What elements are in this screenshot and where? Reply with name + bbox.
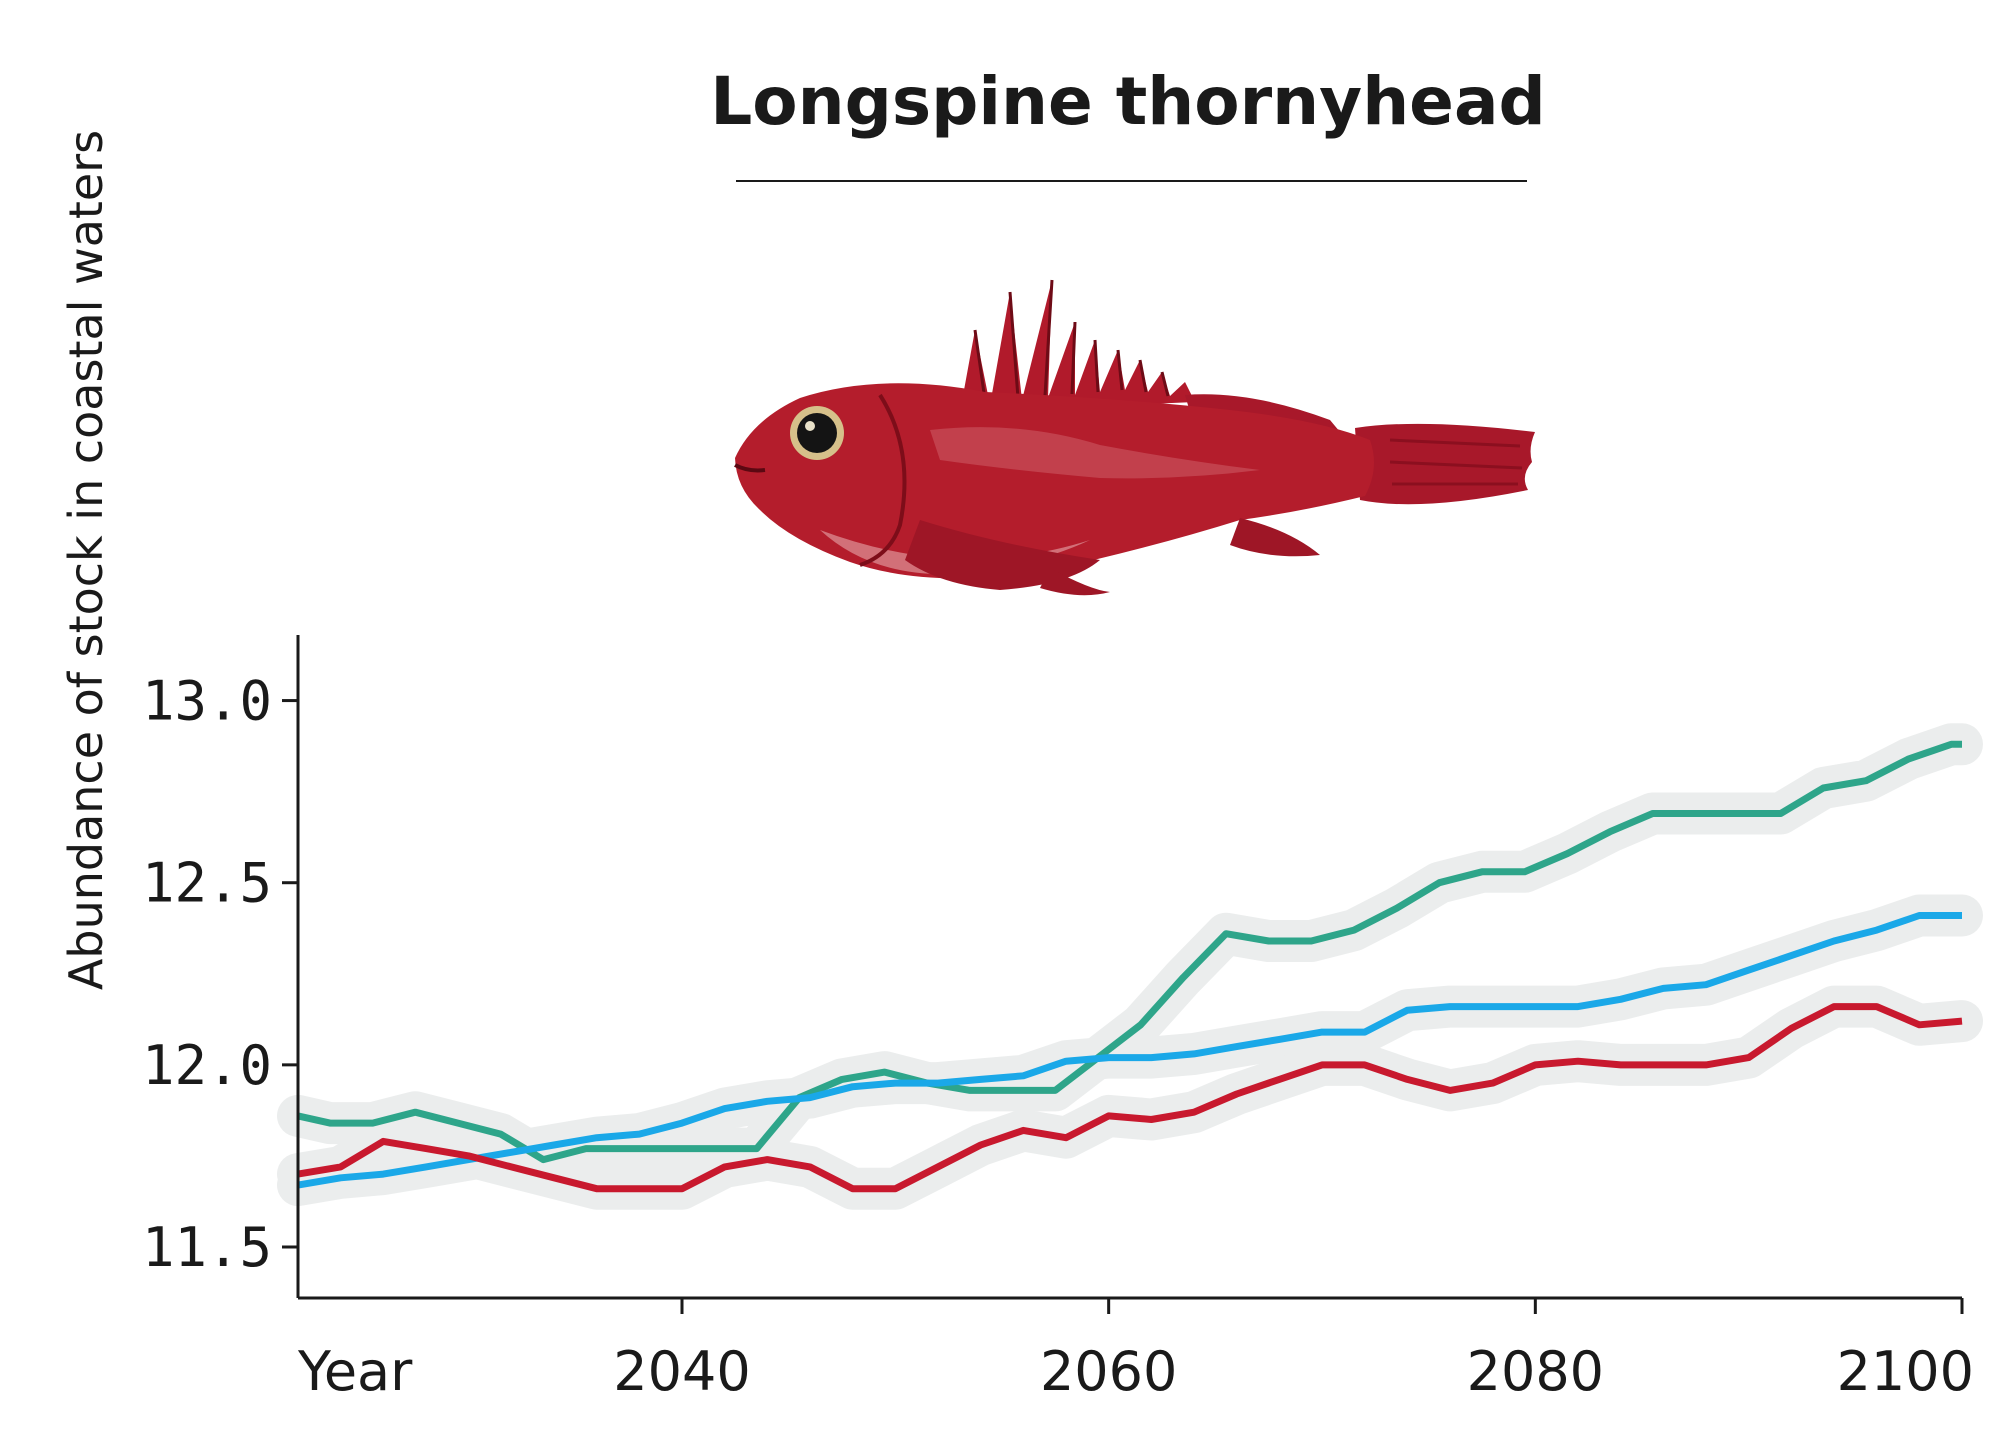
x-tick-label: 2100 [1837, 1340, 1974, 1403]
y-tick-label: 13.0 [142, 670, 272, 733]
y-tick-label: 12.5 [142, 852, 272, 915]
x-tick-label: 2080 [1467, 1340, 1604, 1403]
y-axis-label: Abundance of stock in coastal waters [59, 130, 113, 990]
y-tick-label: 12.0 [142, 1034, 272, 1097]
x-tick-label: 2040 [613, 1340, 750, 1403]
series-2-line [297, 912, 1962, 1189]
series-3-line [297, 1003, 1963, 1193]
longspine-thornyhead-fish-image [734, 279, 1535, 596]
y-tick-label: 11.5 [142, 1216, 272, 1279]
x-axis-label: Year [297, 1340, 413, 1403]
chart-title: Longspine thornyhead [710, 63, 1545, 140]
series-lines [297, 740, 1963, 1193]
series-1-line [297, 740, 1962, 1164]
x-tick-label: 2060 [1040, 1340, 1177, 1403]
axes: 11.5 12.0 12.5 13.0 2040 2060 2080 2100 Year [142, 635, 1974, 1403]
